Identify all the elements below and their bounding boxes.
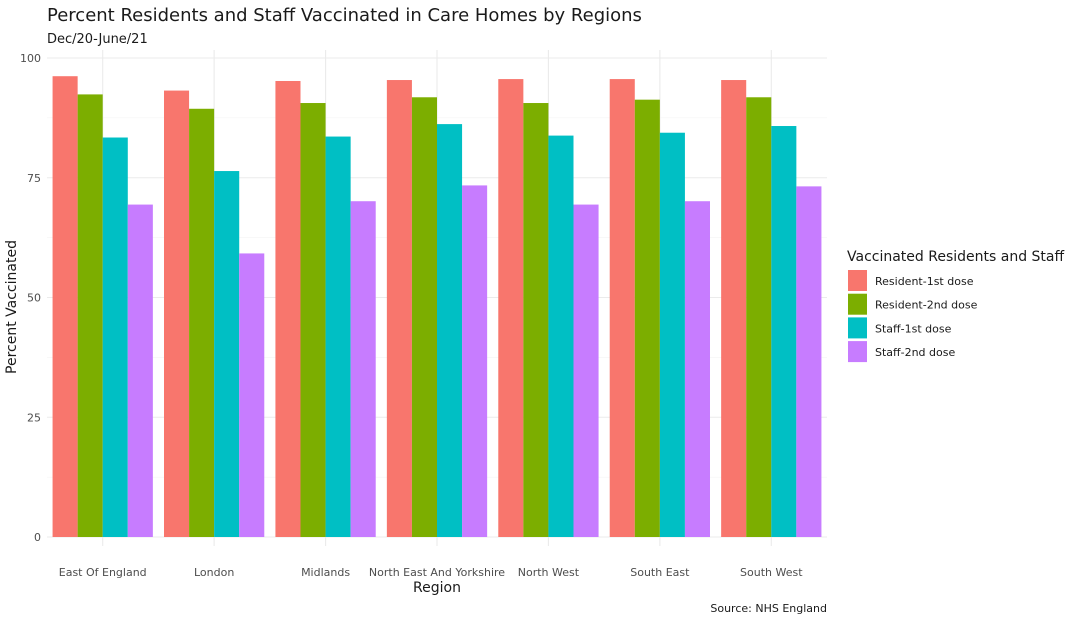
x-tick-label: North East And Yorkshire	[369, 566, 505, 579]
bar	[164, 90, 190, 538]
bar	[52, 76, 78, 538]
chart-subtitle: Dec/20-June/21	[47, 32, 148, 47]
bar	[634, 99, 660, 537]
x-tick-label: North West	[518, 566, 580, 579]
y-tick-label: 50	[27, 292, 41, 305]
bar	[239, 253, 265, 537]
bar	[548, 135, 574, 537]
bar	[771, 126, 797, 537]
y-tick-label: 75	[27, 172, 41, 185]
y-tick-label: 0	[34, 531, 41, 544]
bar	[350, 201, 376, 537]
bar	[659, 132, 685, 537]
bar	[189, 108, 215, 538]
bar	[796, 186, 822, 537]
bar	[721, 80, 747, 537]
bar	[214, 171, 240, 537]
y-axis-ticks: 0 25 50 75 100	[20, 52, 41, 544]
y-axis-title: Percent Vaccinated	[4, 240, 20, 374]
legend-label: Resident-1st dose	[875, 275, 974, 288]
bar	[386, 80, 412, 537]
chart-title: Percent Residents and Staff Vaccinated i…	[47, 5, 642, 26]
x-tick-label: Midlands	[301, 566, 350, 579]
y-tick-label: 100	[20, 52, 41, 65]
x-axis-ticks: East Of England London Midlands North East …	[59, 566, 803, 579]
y-tick-label: 25	[27, 411, 41, 424]
legend-swatch	[848, 341, 867, 363]
bar	[77, 94, 103, 538]
legend-swatch	[848, 270, 867, 291]
legend-label: Resident-2nd dose	[875, 299, 978, 312]
x-tick-label: East Of England	[59, 566, 147, 579]
legend-label: Staff-1st dose	[875, 322, 952, 335]
bar	[127, 204, 153, 537]
x-tick-label: London	[194, 566, 234, 579]
bar	[300, 103, 326, 537]
bar	[498, 79, 524, 538]
bars	[52, 76, 822, 538]
x-tick-label: South West	[740, 566, 803, 579]
chart-caption: Source: NHS England	[710, 602, 827, 615]
x-tick-label: South East	[630, 566, 690, 579]
bar	[411, 97, 437, 537]
bar	[573, 204, 599, 537]
bar	[523, 103, 549, 537]
bar	[325, 136, 351, 537]
bar	[275, 80, 301, 537]
bar	[609, 79, 635, 538]
bar	[437, 124, 463, 538]
legend: Vaccinated Residents and Staff Resident-…	[847, 249, 1064, 363]
bar	[684, 201, 710, 537]
legend-label: Staff-2nd dose	[875, 346, 955, 359]
legend-swatch	[848, 317, 867, 339]
x-axis-title: Region	[413, 580, 461, 596]
bar	[102, 137, 128, 538]
legend-swatch	[848, 293, 867, 315]
legend-title: Vaccinated Residents and Staff	[847, 249, 1064, 265]
bar	[746, 97, 772, 537]
bar	[462, 185, 488, 537]
